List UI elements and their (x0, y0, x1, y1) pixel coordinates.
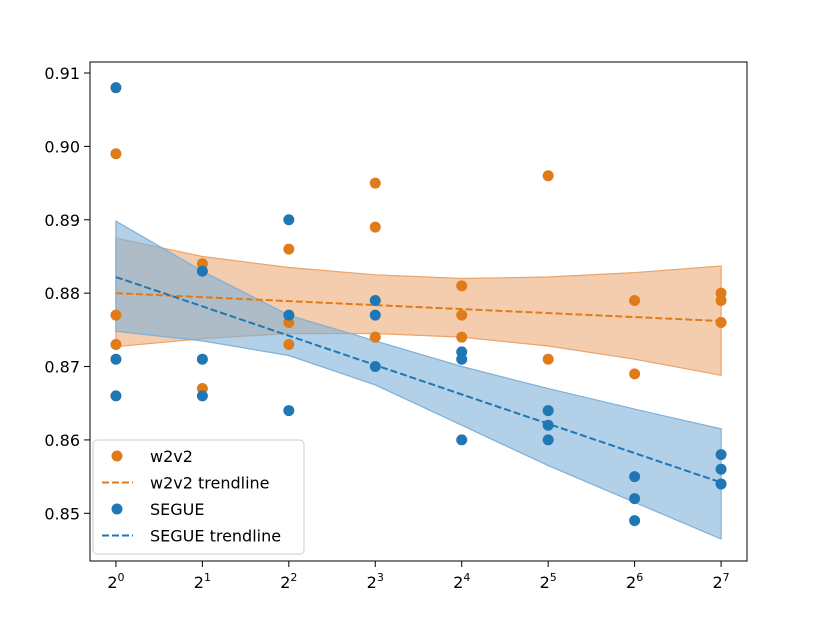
segue-point (196, 265, 208, 277)
x-tick-label: 21 (194, 571, 211, 592)
w2v2-point (456, 331, 468, 343)
w2v2-point (283, 339, 295, 351)
w2v2-point (542, 170, 554, 182)
y-tick-label: 0.88 (44, 284, 80, 303)
x-tick-label: 27 (712, 571, 729, 592)
x-tick-label: 23 (367, 571, 384, 592)
segue-point (283, 214, 295, 226)
segue-point (456, 353, 468, 365)
y-tick-label: 0.89 (44, 211, 80, 230)
segue-point (629, 493, 641, 505)
x-tick-label: 26 (626, 571, 643, 592)
segue-point (369, 294, 381, 306)
y-tick-label: 0.86 (44, 431, 80, 450)
segue-point (110, 82, 122, 94)
w2v2-point (629, 368, 641, 380)
segue-point (283, 309, 295, 321)
legend-marker-w2v2 (111, 450, 123, 462)
legend-box (92, 439, 305, 555)
w2v2-point (542, 353, 554, 365)
w2v2-point (456, 309, 468, 321)
legend-label-w2v2-trendline: w2v2 trendline (150, 474, 270, 493)
w2v2-point (715, 317, 727, 329)
legend-label-segue-trendline: SEGUE trendline (150, 527, 281, 546)
legend: w2v2 w2v2 trendline SEGUE SEGUE trendline (92, 439, 305, 555)
x-tick-label: 22 (280, 571, 297, 592)
segue-point (715, 449, 727, 461)
segue-point (542, 419, 554, 431)
w2v2-point (110, 339, 122, 351)
y-tick-label: 0.91 (44, 64, 80, 83)
segue-point (110, 390, 122, 402)
x-tick-label: 25 (540, 571, 557, 592)
w2v2-point (369, 331, 381, 343)
w2v2-point (110, 148, 122, 160)
segue-point (196, 353, 208, 365)
plot-frame (89, 61, 748, 562)
segue-point (196, 390, 208, 402)
segue-confidence-band (115, 220, 722, 540)
segue-point (715, 463, 727, 475)
w2v2-point (110, 309, 122, 321)
w2v2-point (629, 294, 641, 306)
w2v2-point (283, 243, 295, 255)
y-tick-label: 0.85 (44, 504, 80, 523)
segue-point (283, 405, 295, 417)
segue-point (456, 434, 468, 446)
y-tick-label: 0.90 (44, 137, 80, 156)
w2v2-point (369, 177, 381, 189)
legend-label-segue: SEGUE (150, 500, 204, 519)
legend-marker-segue (111, 503, 123, 515)
w2v2-point (715, 294, 727, 306)
w2v2-trendline (115, 292, 722, 323)
legend-label-w2v2: w2v2 (150, 447, 193, 466)
segue-point (715, 478, 727, 490)
x-tick-label: 20 (107, 571, 124, 592)
segue-trendline (115, 276, 722, 484)
segue-point (542, 434, 554, 446)
trendlines (115, 276, 722, 484)
w2v2-point (456, 280, 468, 292)
segue-point (629, 515, 641, 527)
segue-point (369, 361, 381, 373)
segue-point (542, 405, 554, 417)
x-tick-label: 24 (453, 571, 470, 592)
segue-point (110, 353, 122, 365)
y-tick-label: 0.87 (44, 358, 80, 377)
data-points (110, 82, 727, 527)
axes: 0.85 0.86 0.87 0.88 0.89 0.90 0.91 20 21 22 23 24 25… (44, 64, 729, 592)
w2v2-point (369, 221, 381, 233)
segue-point (629, 471, 641, 483)
segue-point (369, 309, 381, 321)
